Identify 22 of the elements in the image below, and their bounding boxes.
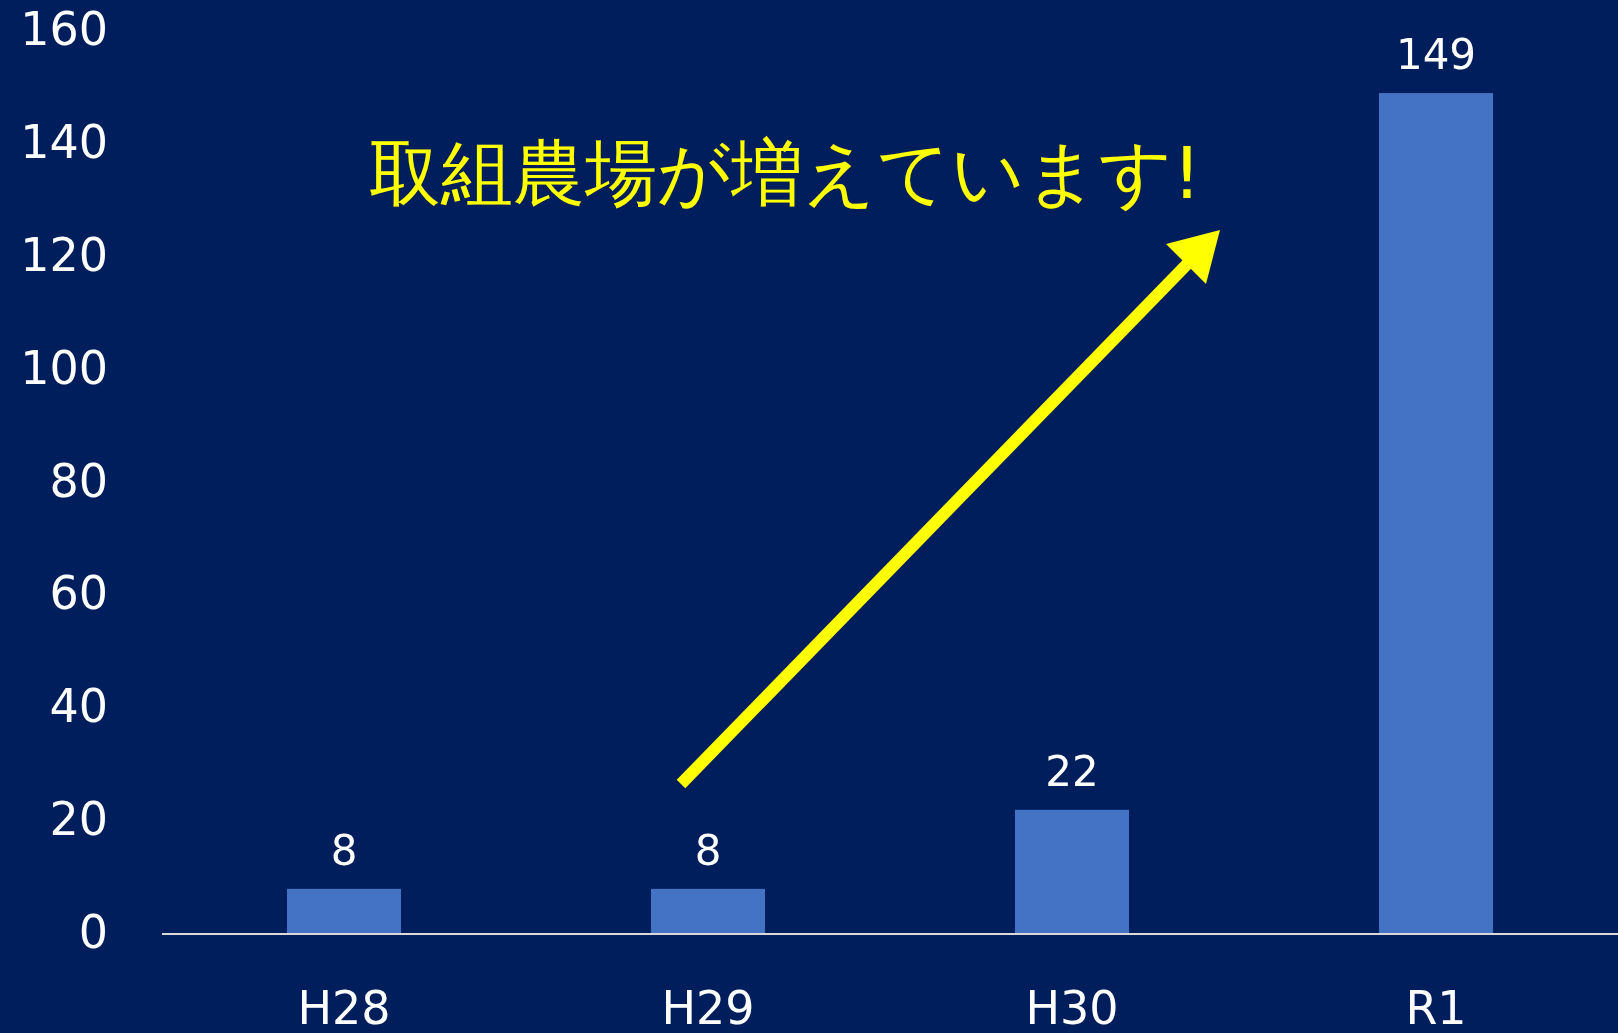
x-tick-label: H30 <box>1025 981 1119 1033</box>
data-label: 149 <box>1395 30 1477 80</box>
y-tick-label: 100 <box>20 340 108 395</box>
y-tick-label: 20 <box>49 792 108 847</box>
y-tick-label: 0 <box>78 905 108 959</box>
bar <box>1015 809 1129 934</box>
y-tick-label: 160 <box>20 2 108 56</box>
y-tick-label: 120 <box>20 227 108 282</box>
bar <box>1379 93 1493 934</box>
y-tick-label: 140 <box>20 114 108 169</box>
data-label: 22 <box>1045 746 1099 796</box>
data-label: 8 <box>694 825 722 875</box>
x-tick-label: H29 <box>661 981 755 1033</box>
bar <box>651 888 765 934</box>
bar <box>287 888 401 934</box>
annotation: 取組農場が増えています! <box>368 131 1202 215</box>
x-tick-label: H28 <box>297 981 391 1033</box>
data-label: 8 <box>330 825 358 875</box>
x-tick-label: R1 <box>1405 981 1467 1033</box>
y-tick-label: 80 <box>49 453 108 508</box>
y-tick-label: 40 <box>49 679 108 734</box>
y-tick-label: 60 <box>49 566 108 621</box>
